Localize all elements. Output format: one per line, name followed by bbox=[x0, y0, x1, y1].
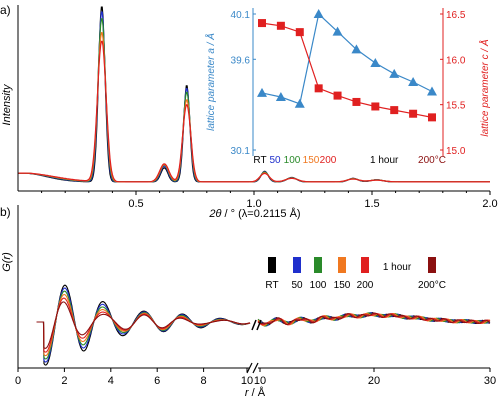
legend-label: RT bbox=[265, 280, 278, 291]
panel-b-tick-label: 30 bbox=[484, 375, 496, 387]
panel-b-xlabel: r / Å bbox=[245, 386, 266, 399]
panel-a-tick-label: 2.0 bbox=[482, 198, 497, 210]
legend-label: 50 bbox=[291, 280, 303, 291]
panel-b-curve-break bbox=[251, 319, 262, 331]
inset-series-a-point bbox=[389, 68, 400, 78]
legend-swatch-100 bbox=[314, 257, 322, 273]
panel-b-tick-label: 2 bbox=[61, 375, 67, 387]
inset-series-c-point bbox=[390, 106, 399, 115]
inset-annotation: 1 hour bbox=[370, 155, 399, 166]
inset-category-label: 50 bbox=[269, 155, 281, 166]
inset-series-a-point bbox=[351, 44, 362, 54]
inset-category-label: RT bbox=[253, 155, 266, 166]
inset-left-tick-label: 30.1 bbox=[231, 146, 251, 157]
inset-category-label: 150 bbox=[303, 155, 320, 166]
inset-series-a-point bbox=[294, 98, 305, 108]
panel-b-tick-label: 20 bbox=[368, 375, 380, 387]
legend-swatch-200°C bbox=[428, 257, 436, 273]
panel-a-xlabel: 2θ / ° (λ=0.2115 Å) bbox=[208, 207, 300, 220]
panel-b-label: b) bbox=[0, 205, 11, 219]
inset-left-tick-label: 40.1 bbox=[231, 10, 251, 21]
inset-series-c-point bbox=[276, 21, 285, 30]
inset-series-c-point bbox=[295, 28, 304, 37]
inset-series-a-point bbox=[427, 86, 437, 96]
inset-left-tick-label: 39.6 bbox=[231, 55, 251, 66]
inset-right-axis-label: lattice parameter c / Å bbox=[478, 39, 491, 137]
panel-b-ylabel: G(r) bbox=[1, 252, 13, 272]
panel-b-series-200 bbox=[36, 297, 491, 353]
inset-series-a-point bbox=[313, 9, 324, 18]
panel-b-tick-label: 10 bbox=[241, 375, 253, 387]
legend-swatch-150 bbox=[338, 257, 346, 273]
inset-series-c-point bbox=[352, 97, 361, 106]
inset-series-a-point bbox=[370, 57, 381, 67]
panel-a-tick-label: 0.5 bbox=[128, 198, 143, 210]
panel-a-ylabel: Intensity bbox=[1, 83, 13, 125]
legend-annotation: 1 hour bbox=[383, 262, 412, 273]
panel-a-tick-label: 1.0 bbox=[246, 198, 261, 210]
panel-b-legend: RT 50 100 150 200 200°C 1 hour bbox=[265, 257, 446, 291]
panel-b-series-200°C bbox=[36, 301, 491, 349]
panel-a-tick-label: 1.5 bbox=[364, 198, 379, 210]
legend-swatch-RT bbox=[268, 257, 276, 273]
inset-series-c-point bbox=[333, 91, 342, 100]
inset-right-tick-label: 15.5 bbox=[446, 101, 466, 112]
panel-b-xlabel-symbol: r bbox=[245, 387, 250, 399]
legend-swatch-50 bbox=[293, 257, 301, 273]
panel-b-tick-label: 8 bbox=[201, 375, 207, 387]
panel-b-tick-label: 0 bbox=[15, 375, 21, 387]
inset-chart: 40.139.630.116.516.015.515.0RT 50 100 150 20… bbox=[231, 8, 466, 166]
legend-label: 200°C bbox=[418, 280, 446, 291]
inset-category-label: 200 bbox=[320, 155, 337, 166]
legend-label: 100 bbox=[310, 280, 327, 291]
inset-series-a-point bbox=[275, 91, 286, 101]
inset-series-a-point bbox=[408, 77, 419, 86]
legend-label: 200 bbox=[357, 280, 374, 291]
inset-series-c-point bbox=[409, 109, 418, 118]
panel-b-tick-label: 6 bbox=[154, 375, 160, 387]
inset-series-c-line bbox=[261, 22, 433, 118]
inset-right-tick-label: 16.5 bbox=[446, 10, 466, 21]
panel-a-series-200 bbox=[18, 40, 490, 183]
inset-category-label: 200°C bbox=[418, 155, 446, 166]
panel-b-x-ticks: 0 2 4 6 8 10 10 20 30 bbox=[15, 368, 496, 387]
panel-b-xlabel-unit: / Å bbox=[249, 386, 266, 399]
legend-label: 150 bbox=[334, 280, 351, 291]
inset-category-label: 100 bbox=[284, 155, 301, 166]
inset-right-tick-label: 16.0 bbox=[446, 55, 466, 66]
panel-b-tick-label: 10 bbox=[254, 375, 266, 387]
panel-b-series-group bbox=[36, 284, 491, 366]
inset-left-axis-label: lattice parameter a / Å bbox=[204, 33, 217, 131]
panel-a-xlabel-unit: / ° (λ=0.2115 Å) bbox=[221, 207, 300, 220]
panel-b-tick-label: 4 bbox=[108, 375, 114, 387]
inset-series-c-point bbox=[428, 113, 436, 122]
inset-series-c-point bbox=[314, 84, 323, 93]
inset-series-a-line bbox=[261, 12, 433, 105]
inset-series-a-point bbox=[332, 26, 343, 36]
inset-right-tick-label: 15.0 bbox=[446, 146, 466, 157]
panel-a-x-ticks: 0.5 1.0 1.5 2.0 bbox=[41, 191, 498, 210]
panel-a-series-group bbox=[17, 6, 490, 183]
inset-series-a-point bbox=[257, 87, 267, 97]
panel-a-xlabel-symbol: 2θ bbox=[208, 208, 221, 220]
legend-swatch-200 bbox=[361, 257, 369, 273]
inset-series-c-point bbox=[258, 19, 266, 28]
panel-a-label: a) bbox=[0, 3, 11, 17]
panel-b-axis-break bbox=[246, 362, 259, 374]
inset-series-c-point bbox=[371, 102, 380, 111]
